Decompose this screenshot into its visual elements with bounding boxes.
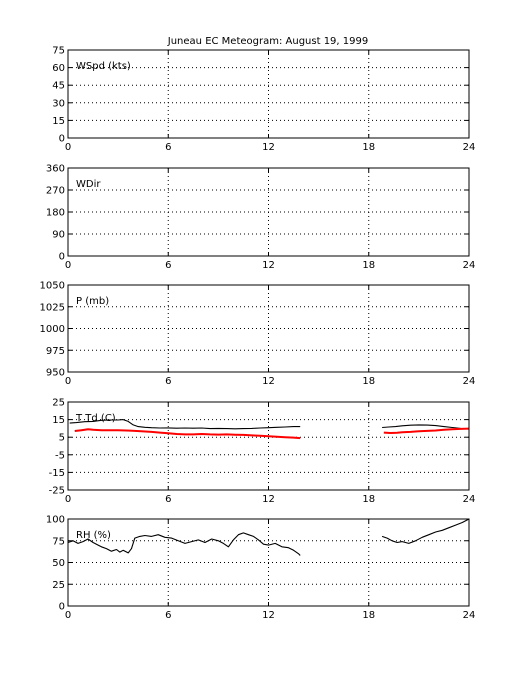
y-tick-label: 100 xyxy=(46,515,65,526)
x-tick-label: 24 xyxy=(463,260,476,271)
y-tick-label: 975 xyxy=(46,346,65,357)
x-tick-label: 18 xyxy=(362,142,375,153)
y-tick-label: -5 xyxy=(55,450,65,461)
series-1-segment-2 xyxy=(382,424,470,430)
x-tick-label: 18 xyxy=(362,494,375,505)
x-tick-label: 24 xyxy=(463,142,476,153)
y-tick-label: 50 xyxy=(52,558,65,569)
y-tick-label: 75 xyxy=(52,536,65,547)
y-tick-label: 5 xyxy=(59,433,65,444)
axes-frame xyxy=(67,284,470,373)
series-1-segment-1 xyxy=(69,419,301,430)
y-tick-label: 45 xyxy=(52,81,65,92)
y-tick-label: 180 xyxy=(46,208,65,219)
x-tick-label: 6 xyxy=(165,260,171,271)
axes-frame xyxy=(67,49,470,139)
panel-label: WDir xyxy=(76,179,101,190)
panel-label: RH (%) xyxy=(76,530,111,541)
y-tick-label: 0 xyxy=(59,252,65,263)
y-tick-label: 25 xyxy=(52,580,65,591)
x-tick-label: 18 xyxy=(362,610,375,621)
y-tick-label: 60 xyxy=(52,63,65,74)
panel-2: 0 6 12 18 24 0 90 180 270 360 WDir xyxy=(46,164,475,272)
y-tick-label: 25 xyxy=(52,398,65,409)
x-tick-label: 0 xyxy=(65,494,71,505)
x-tick-label: 6 xyxy=(165,610,171,621)
panel-label: T Td (C) xyxy=(75,413,116,424)
x-tick-label: 24 xyxy=(463,494,476,505)
axes-frame xyxy=(67,167,470,257)
y-tick-label: 15 xyxy=(52,415,65,426)
y-tick-label: 1000 xyxy=(40,324,65,335)
series-2-segment-1 xyxy=(74,428,301,440)
panel-1: 0 6 12 18 24 0 15 30 45 60 75 WSpd (kts) xyxy=(52,46,475,154)
y-tick-label: 75 xyxy=(52,46,65,57)
series-1-segment-1 xyxy=(67,532,301,556)
y-tick-label: 30 xyxy=(52,98,65,109)
x-tick-label: 18 xyxy=(362,376,375,387)
y-tick-label: 15 xyxy=(52,116,65,127)
panel-5: 0 6 12 18 24 0 25 50 75 100 RH (%) xyxy=(46,515,475,622)
x-tick-label: 0 xyxy=(65,376,71,387)
y-tick-label: 0 xyxy=(59,602,65,613)
y-tick-label: 950 xyxy=(46,368,65,379)
x-tick-label: 6 xyxy=(165,494,171,505)
x-tick-label: 12 xyxy=(262,142,275,153)
panel-4: 0 6 12 18 24 -25 -15 -5 5 15 25 T Td (C) xyxy=(49,398,476,506)
y-tick-label: -25 xyxy=(49,486,65,497)
y-tick-label: 0 xyxy=(59,134,65,145)
axes-frame xyxy=(67,518,470,607)
x-tick-label: 6 xyxy=(165,376,171,387)
axes-frame xyxy=(67,401,470,491)
x-tick-label: 0 xyxy=(65,260,71,271)
x-tick-label: 24 xyxy=(463,610,476,621)
x-tick-label: 18 xyxy=(362,260,375,271)
panel-label: WSpd (kts) xyxy=(76,61,131,72)
chart-title: Juneau EC Meteogram: August 19, 1999 xyxy=(167,36,368,47)
panel-label: P (mb) xyxy=(76,296,109,307)
x-tick-label: 12 xyxy=(262,610,275,621)
series-1-segment-2 xyxy=(381,518,470,544)
x-tick-label: 6 xyxy=(165,142,171,153)
y-tick-label: 1025 xyxy=(40,302,65,313)
y-tick-label: 1050 xyxy=(40,281,65,292)
series-2-segment-2 xyxy=(383,427,470,434)
y-tick-label: 270 xyxy=(46,186,65,197)
x-tick-label: 12 xyxy=(262,494,275,505)
x-tick-label: 0 xyxy=(65,142,71,153)
x-tick-label: 0 xyxy=(65,610,71,621)
panel-3: 0 6 12 18 24 950 975 1000 1025 1050 P (mb) xyxy=(40,281,476,388)
x-tick-label: 12 xyxy=(262,260,275,271)
y-tick-label: -15 xyxy=(49,468,65,479)
x-tick-label: 12 xyxy=(262,376,275,387)
x-tick-label: 24 xyxy=(463,376,476,387)
y-tick-label: 90 xyxy=(52,230,65,241)
y-tick-label: 360 xyxy=(46,164,65,175)
